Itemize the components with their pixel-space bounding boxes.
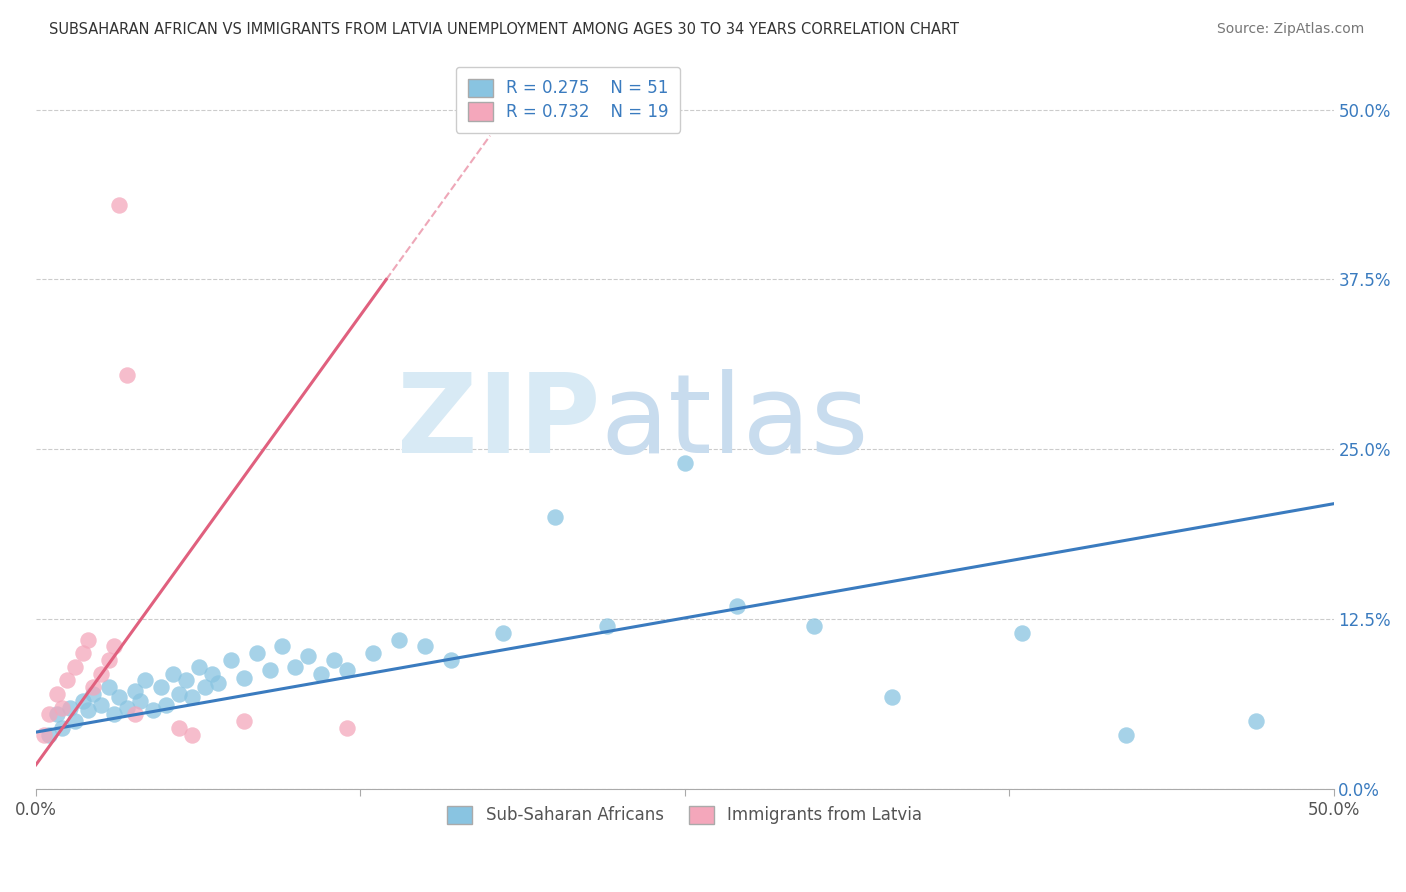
Point (232, 671, 254, 685)
Point (232, 714, 254, 729)
Point (72, 694, 94, 708)
Point (124, 707, 146, 722)
Point (336, 663, 359, 677)
Point (673, 456, 696, 470)
Point (97, 680, 120, 694)
Point (38, 707, 60, 722)
Point (51, 700, 73, 714)
Point (1244, 714, 1267, 729)
Point (388, 632, 411, 647)
Text: atlas: atlas (600, 368, 869, 475)
Point (59, 700, 82, 714)
Point (90, 666, 112, 681)
Point (63, 714, 86, 729)
Point (108, 197, 131, 211)
Point (72, 646, 94, 660)
Point (188, 660, 211, 674)
Point (194, 680, 217, 694)
Point (596, 619, 619, 633)
Point (82, 680, 104, 694)
Point (162, 666, 184, 681)
Point (180, 728, 202, 742)
Point (115, 368, 138, 382)
Point (45, 707, 67, 722)
Point (103, 707, 125, 722)
Text: SUBSAHARAN AFRICAN VS IMMIGRANTS FROM LATVIA UNEMPLOYMENT AMONG AGES 30 TO 34 YE: SUBSAHARAN AFRICAN VS IMMIGRANTS FROM LA… (49, 22, 959, 37)
Point (90, 698, 112, 712)
Point (259, 663, 281, 677)
Point (167, 721, 190, 735)
Point (363, 646, 385, 660)
Point (176, 673, 198, 688)
Point (245, 646, 267, 660)
Point (323, 653, 346, 667)
Point (882, 690, 904, 704)
Text: Source: ZipAtlas.com: Source: ZipAtlas.com (1216, 22, 1364, 37)
Point (51, 721, 73, 735)
Point (284, 660, 307, 674)
Point (149, 680, 172, 694)
Point (155, 698, 177, 712)
Text: ZIP: ZIP (396, 368, 600, 475)
Point (76, 632, 98, 647)
Point (128, 694, 150, 708)
Point (297, 648, 319, 663)
Point (56, 673, 79, 688)
Point (336, 721, 359, 735)
Point (38, 728, 60, 742)
Point (142, 703, 165, 717)
Point (108, 690, 131, 704)
Point (803, 619, 825, 633)
Point (207, 676, 229, 690)
Point (63, 660, 86, 674)
Point (544, 510, 567, 524)
Point (1011, 626, 1033, 640)
Point (103, 640, 125, 654)
Point (32, 728, 55, 742)
Point (134, 673, 156, 688)
Legend: Sub-Saharan Africans, Immigrants from Latvia: Sub-Saharan Africans, Immigrants from La… (436, 794, 934, 836)
Point (201, 666, 224, 681)
Point (82, 687, 104, 701)
Point (167, 687, 190, 701)
Point (492, 626, 515, 640)
Point (124, 684, 146, 698)
Point (311, 666, 333, 681)
Point (115, 700, 138, 714)
Point (45, 687, 67, 701)
Point (76, 703, 98, 717)
Point (725, 599, 748, 613)
Point (271, 640, 294, 654)
Point (97, 653, 120, 667)
Point (1115, 728, 1137, 742)
Point (180, 690, 202, 704)
Point (440, 653, 463, 667)
Point (219, 653, 242, 667)
Point (413, 640, 436, 654)
